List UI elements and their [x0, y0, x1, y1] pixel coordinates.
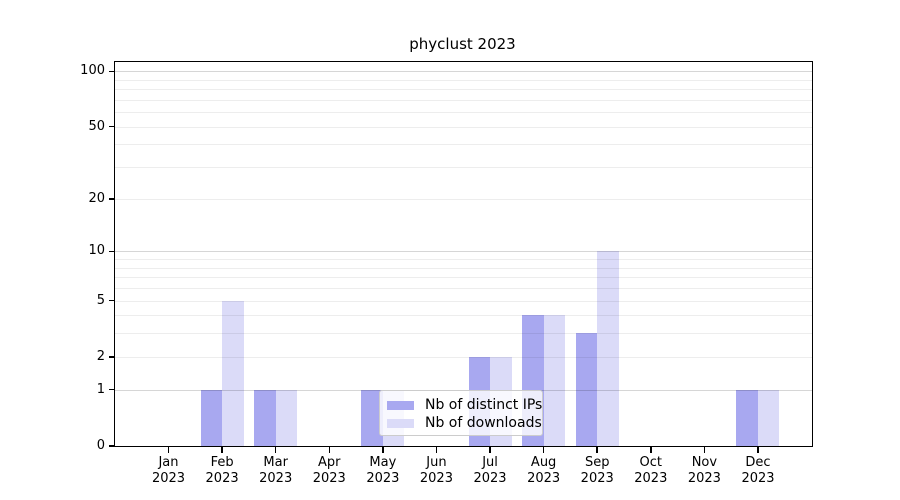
bar-downloads-dec [757, 389, 780, 446]
gridline-minor-4 [115, 315, 812, 317]
bar-ips-dec [736, 389, 758, 446]
x-tick-dec [757, 446, 759, 453]
y-tick-label-10: 10 [88, 243, 105, 259]
y-tick-label-100: 100 [80, 63, 105, 79]
gridline-major-10 [115, 251, 812, 253]
x-tick-feb [221, 446, 223, 453]
y-tick-0 [108, 445, 115, 447]
x-tick-label-aug: Aug 2023 [527, 455, 561, 486]
y-tick-5 [108, 299, 115, 302]
gridline-minor-50 [115, 126, 812, 128]
y-tick-label-1: 1 [96, 381, 105, 397]
y-tick-label-2: 2 [96, 348, 105, 364]
y-tick-1 [108, 388, 115, 391]
x-tick-mar [274, 446, 277, 453]
bar-downloads-sep [597, 251, 619, 446]
x-tick-label-jan: Jan 2023 [151, 455, 186, 486]
gridline-minor-80 [115, 89, 812, 91]
bar-downloads-feb [222, 300, 244, 446]
x-tick-apr [328, 446, 331, 453]
x-tick-jul [489, 446, 491, 453]
gridline-minor-40 [115, 144, 812, 146]
y-tick-label-0: 0 [96, 438, 105, 453]
x-tick-aug [542, 446, 545, 453]
x-tick-label-nov: Nov 2023 [687, 455, 721, 486]
x-tick-label-may: May 2023 [366, 455, 400, 486]
x-tick-sep [596, 446, 598, 453]
x-tick-label-apr: Apr 2023 [312, 455, 346, 486]
y-tick-label-5: 5 [96, 292, 105, 308]
x-tick-jan [167, 446, 170, 453]
x-tick-label-jul: Jul 2023 [473, 455, 507, 486]
y-tick-10 [108, 250, 115, 253]
y-tick-label-20: 20 [88, 190, 105, 206]
legend: Nb of distinct IPs Nb of downloads [379, 390, 543, 436]
x-tick-label-mar: Mar 2023 [259, 455, 293, 486]
gridline-minor-8 [115, 267, 812, 269]
y-tick-2 [108, 356, 115, 358]
legend-label-distinct-ips: Nb of distinct IPs [425, 397, 543, 413]
y-tick-100 [108, 70, 115, 72]
gridline-minor-9 [115, 259, 812, 261]
x-tick-label-jun: Jun 2023 [419, 455, 453, 486]
legend-item-downloads: Nb of downloads [387, 414, 542, 432]
chart-title: phyclust 2023 [409, 35, 516, 53]
bar-downloads-mar [275, 389, 298, 446]
x-tick-oct [650, 446, 652, 453]
gridline-major-100 [115, 71, 812, 73]
gridline-minor-20 [115, 198, 812, 200]
gridline-minor-5 [115, 300, 812, 302]
x-tick-nov [703, 446, 706, 453]
x-tick-label-dec: Dec 2023 [741, 455, 775, 486]
x-tick-may [382, 446, 384, 453]
gridline-minor-3 [115, 333, 812, 335]
x-tick-label-feb: Feb 2023 [205, 455, 239, 486]
legend-swatch-downloads [387, 418, 414, 428]
legend-label-downloads: Nb of downloads [425, 415, 542, 431]
x-tick-jun [435, 446, 438, 453]
x-tick-label-sep: Sep 2023 [580, 455, 614, 486]
gridline-minor-90 [115, 79, 812, 81]
gridline-minor-60 [115, 112, 812, 114]
y-tick-50 [108, 125, 115, 128]
gridline-minor-7 [115, 277, 812, 279]
gridline-minor-70 [115, 99, 812, 101]
bar-ips-feb [200, 389, 223, 446]
y-tick-20 [108, 198, 115, 200]
bar-ips-sep [575, 333, 598, 446]
gridline-minor-6 [115, 287, 812, 289]
plot-area: 0 1 2 5 10 20 50 100 Jan 2023 Feb 2023 Mar 2023 Apr 202… [80, 61, 813, 486]
legend-swatch-distinct-ips [387, 400, 414, 410]
legend-item-distinct-ips: Nb of distinct IPs [387, 396, 542, 414]
bar-ips-may [361, 389, 383, 446]
gridline-minor-2 [115, 356, 812, 358]
y-tick-label-50: 50 [88, 118, 105, 134]
bar-ips-mar [254, 389, 276, 446]
bar-downloads-aug [543, 315, 566, 446]
axis-ticks-layer: 0 1 2 5 10 20 50 100 Jan 2023 Feb 2023 Mar 2023 Apr 202… [80, 62, 812, 486]
gridline-minor-30 [115, 167, 812, 169]
x-tick-label-oct: Oct 2023 [634, 455, 668, 486]
